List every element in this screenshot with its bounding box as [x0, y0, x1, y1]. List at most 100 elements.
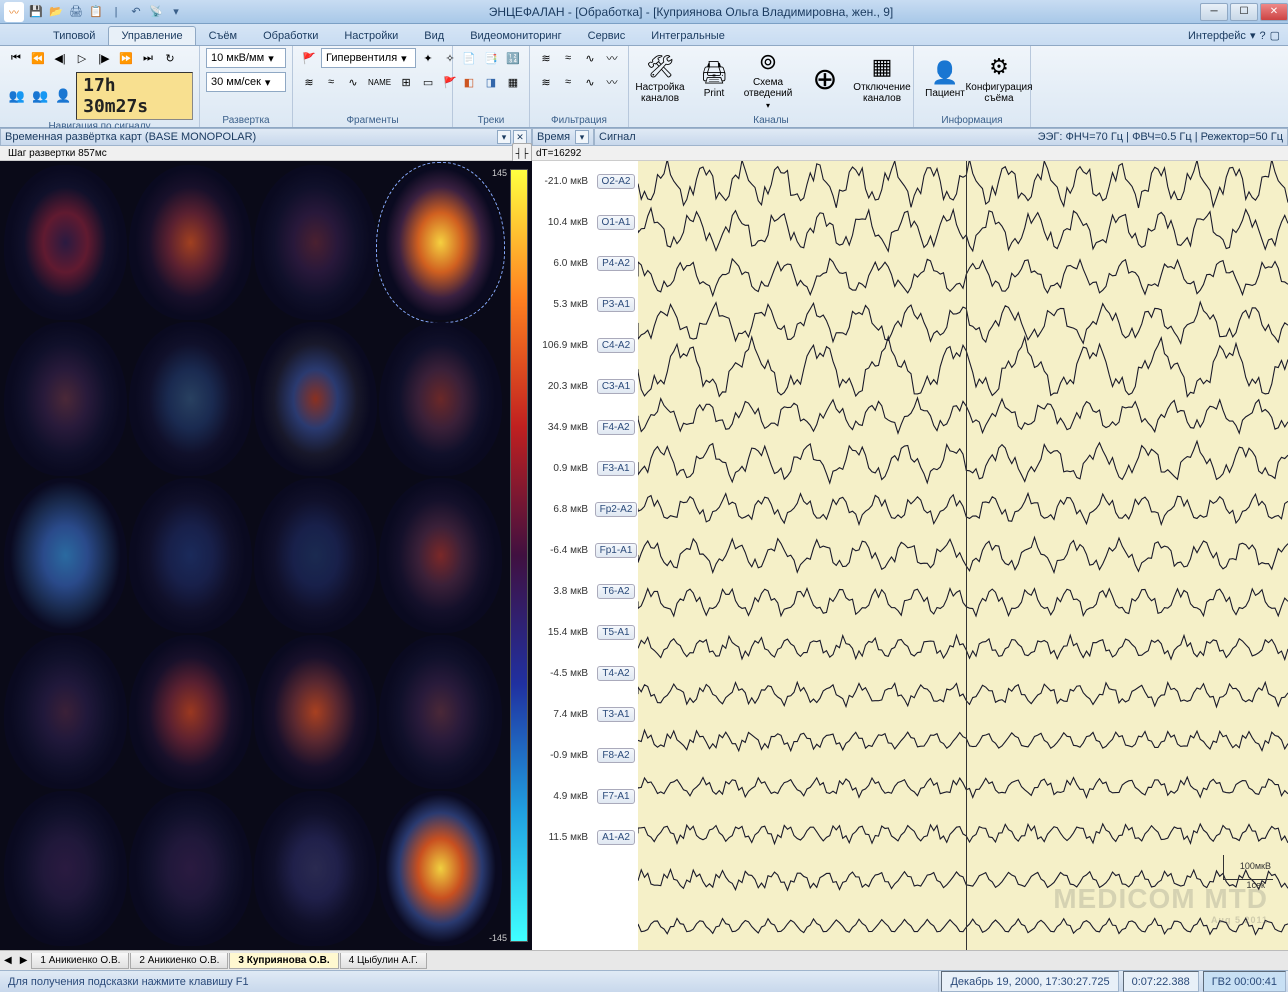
frag-t5-icon[interactable]: ▭ [418, 72, 438, 92]
brain-map-6[interactable] [254, 322, 377, 477]
nav-people2-icon[interactable]: 👥 [29, 86, 50, 106]
nav-forward-icon[interactable]: ⏩ [116, 48, 136, 68]
ribbon-tab-4[interactable]: Настройки [331, 26, 411, 45]
brain-map-5[interactable] [129, 322, 252, 477]
minimize-button[interactable]: ─ [1200, 3, 1228, 21]
maps-dropdown-icon[interactable]: ▾ [497, 130, 511, 144]
filt-a2-icon[interactable]: ≈ [558, 48, 578, 68]
frag-t3-icon[interactable]: ∿ [343, 72, 363, 92]
time-dropdown-icon[interactable]: ▾ [575, 130, 589, 144]
ribbon-tab-2[interactable]: Съём [196, 26, 251, 45]
maximize-button[interactable]: ☐ [1230, 3, 1258, 21]
nav-stepback-icon[interactable]: ◀| [50, 48, 70, 68]
nav-rewind-icon[interactable]: ⏪ [28, 48, 48, 68]
disable-channels-button[interactable]: ▦Отключение каналов [857, 48, 907, 110]
brain-map-15[interactable] [379, 635, 502, 790]
brain-map-12[interactable] [4, 635, 127, 790]
channel-button[interactable]: A1-A2 [597, 830, 635, 845]
maps-close-icon[interactable]: ✕ [513, 130, 527, 144]
brain-map-3[interactable] [379, 165, 502, 320]
brain-map-16[interactable] [4, 791, 127, 946]
track-a1-icon[interactable]: 📄 [459, 48, 479, 68]
brain-map-8[interactable] [4, 478, 127, 633]
channel-button[interactable]: P3-A1 [597, 297, 635, 312]
qat-save-icon[interactable]: 💾 [28, 4, 44, 20]
brain-map-11[interactable] [379, 478, 502, 633]
frag-t1-icon[interactable]: ≋ [299, 72, 319, 92]
brain-map-13[interactable] [129, 635, 252, 790]
channel-button[interactable]: C4-A2 [597, 338, 635, 353]
maps-tool-icon[interactable]: ┤├ [512, 143, 532, 163]
document-tab[interactable]: 4 Цыбулин А.Г. [340, 953, 427, 969]
filt-b4-icon[interactable]: 〰 [602, 72, 622, 92]
speed-combo[interactable]: 30 мм/сек▾ [206, 72, 286, 92]
brain-map-0[interactable] [4, 165, 127, 320]
channel-button[interactable]: O1-A1 [597, 215, 636, 230]
brain-map-2[interactable] [254, 165, 377, 320]
nav-stepfwd-icon[interactable]: |▶ [94, 48, 114, 68]
filt-b3-icon[interactable]: ∿ [580, 72, 600, 92]
app-orb-icon[interactable]: 〰 [4, 2, 24, 22]
ribbon-tab-7[interactable]: Сервис [575, 26, 639, 45]
nav-last-icon[interactable]: ⏭ [138, 48, 158, 68]
ribbon-tab-3[interactable]: Обработки [250, 26, 331, 45]
frag-b1-icon[interactable]: ✦ [418, 48, 438, 68]
amplitude-combo[interactable]: 10 мкВ/мм▾ [206, 48, 286, 68]
brain-map-10[interactable] [254, 478, 377, 633]
frag-t4-icon[interactable]: ⊞ [396, 72, 416, 92]
brain-map-18[interactable] [254, 791, 377, 946]
channel-button[interactable]: C3-A1 [597, 379, 635, 394]
channel-button[interactable]: T4-A2 [597, 666, 634, 681]
nav-person-icon[interactable]: 👤 [53, 86, 74, 106]
filt-b2-icon[interactable]: ≈ [558, 72, 578, 92]
channel-button[interactable]: F7-A1 [597, 789, 634, 804]
doctab-nav-left-icon[interactable]: ◀ [0, 955, 16, 966]
channel-button[interactable]: T3-A1 [597, 707, 634, 722]
qat-dropdown-icon[interactable]: ▾ [168, 4, 184, 20]
close-button[interactable]: ✕ [1260, 3, 1288, 21]
waveform-area[interactable]: 100мкВ 1сек MEDICOM MTD Aug 5 2011 [638, 161, 1288, 950]
brain-map-17[interactable] [129, 791, 252, 946]
patient-button[interactable]: 👤Пациент [920, 48, 970, 110]
track-a2-icon[interactable]: 📑 [481, 48, 501, 68]
brain-map-1[interactable] [129, 165, 252, 320]
ribbon-tab-0[interactable]: Типовой [40, 26, 108, 45]
channel-button[interactable]: F4-A2 [597, 420, 634, 435]
track-a3-icon[interactable]: 🔢 [503, 48, 523, 68]
frag-flag-icon[interactable]: 🚩 [299, 48, 319, 68]
track-b3-icon[interactable]: ▦ [503, 72, 523, 92]
help-icon[interactable]: ? [1259, 30, 1265, 42]
print-button[interactable]: 🖨Print [689, 48, 739, 110]
channel-settings-button[interactable]: 🛠Настройка каналов [635, 48, 685, 110]
channel-button[interactable]: O2-A2 [597, 174, 636, 189]
channel-button[interactable]: F3-A1 [597, 461, 634, 476]
channel-button[interactable]: Fp2-A2 [595, 502, 638, 517]
channel-button[interactable]: T5-A1 [597, 625, 634, 640]
brain-map-14[interactable] [254, 635, 377, 790]
ribbon-right-menu[interactable]: Интерфейс▾ ? ▢ [1180, 26, 1288, 45]
document-tab[interactable]: 2 Аникиенко О.В. [130, 953, 228, 969]
filt-b1-icon[interactable]: ≋ [536, 72, 556, 92]
qat-antenna-icon[interactable]: 📡 [148, 4, 164, 20]
nav-people1-icon[interactable]: 👥 [6, 86, 27, 106]
filt-a1-icon[interactable]: ≋ [536, 48, 556, 68]
document-tab[interactable]: 1 Аникиенко О.В. [31, 953, 129, 969]
ribbon-tab-6[interactable]: Видеомониторинг [457, 26, 574, 45]
channel-button[interactable]: T6-A2 [597, 584, 634, 599]
frag-t2-icon[interactable]: ≈ [321, 72, 341, 92]
collapse-ribbon-icon[interactable]: ▢ [1270, 29, 1280, 42]
channel-button[interactable]: P4-A2 [597, 256, 635, 271]
nav-first-icon[interactable]: ⏮ [6, 48, 26, 68]
qat-undo-icon[interactable]: ↶ [128, 4, 144, 20]
filt-a4-icon[interactable]: 〰 [602, 48, 622, 68]
channel-button[interactable]: F8-A2 [597, 748, 634, 763]
channel-button[interactable]: Fp1-A1 [595, 543, 638, 558]
track-b2-icon[interactable]: ◨ [481, 72, 501, 92]
qat-copy-icon[interactable]: 📋 [88, 4, 104, 20]
brain-map-19[interactable] [379, 791, 502, 946]
time-marker[interactable] [966, 161, 967, 950]
filt-a3-icon[interactable]: ∿ [580, 48, 600, 68]
brain-map-7[interactable] [379, 322, 502, 477]
config-button[interactable]: ⚙Конфигурация съёма [974, 48, 1024, 110]
document-tab[interactable]: 3 Куприянова О.В. [229, 953, 338, 969]
